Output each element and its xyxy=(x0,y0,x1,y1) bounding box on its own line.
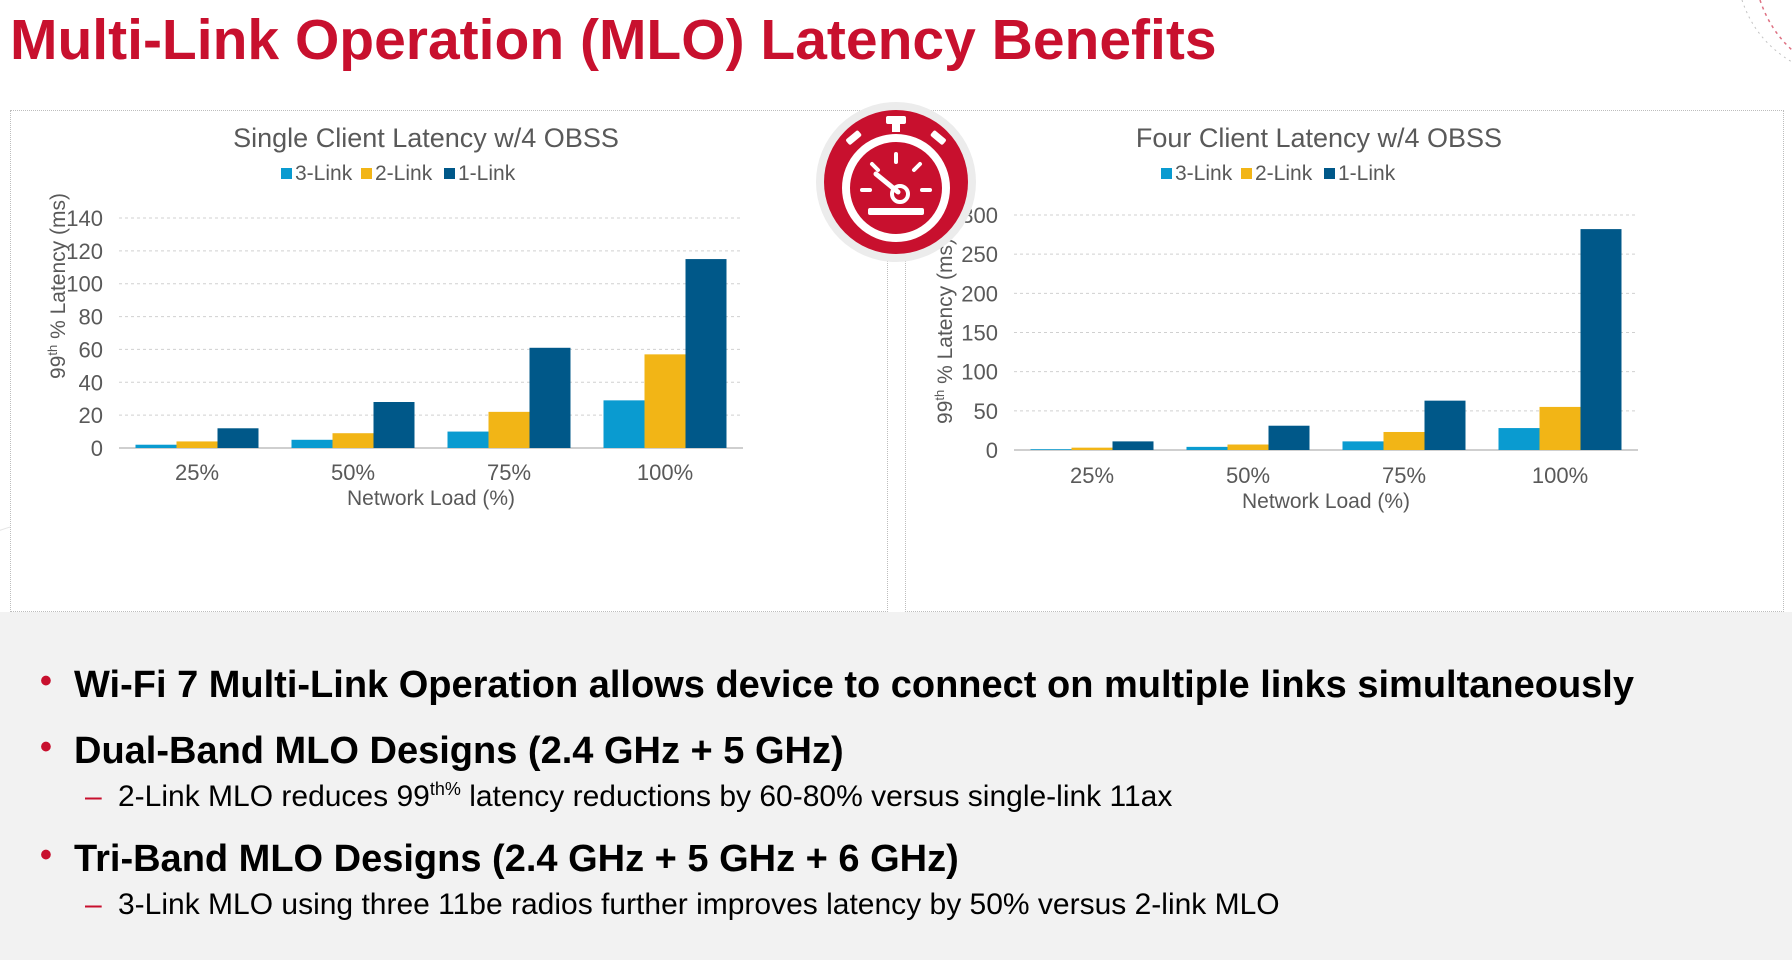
chart-panel-single-client: Single Client Latency w/4 OBSS 3-Link 2-Li… xyxy=(10,110,888,612)
bar-2-link-50pct xyxy=(1227,444,1269,450)
legend-swatch-3-link xyxy=(1161,168,1172,179)
y-axis-label: 99th % Latency (ms) xyxy=(932,238,957,424)
bar-1-link-75pct xyxy=(529,347,571,448)
y-axis-label-number: 99 xyxy=(47,356,70,379)
bar-3-link-100pct xyxy=(603,400,645,448)
bar-1-link-75pct xyxy=(1424,400,1466,450)
chart-title: Four Client Latency w/4 OBSS xyxy=(1136,123,1502,153)
bar-3-link-75pct xyxy=(1342,441,1384,450)
y-tick-label: 200 xyxy=(961,281,998,306)
y-tick-label: 0 xyxy=(91,436,103,461)
legend-swatch-3-link xyxy=(281,168,292,179)
bar-2-link-75pct xyxy=(488,411,530,448)
subbullet-2-link: 2-Link MLO reduces 99th% latency reducti… xyxy=(85,779,1173,814)
y-tick-label: 60 xyxy=(79,337,103,362)
y-axis-label-number: 99 xyxy=(934,401,957,424)
y-tick-label: 40 xyxy=(79,370,103,395)
x-category-label: 75% xyxy=(487,460,531,485)
x-category-label: 100% xyxy=(637,460,693,485)
bar-3-link-25pct xyxy=(135,444,177,448)
bullet-mlo-overview: Wi-Fi 7 Multi-Link Operation allows devi… xyxy=(40,662,1634,707)
x-category-label: 100% xyxy=(1532,463,1588,488)
x-category-label: 75% xyxy=(1382,463,1426,488)
four-client-latency-chart: Four Client Latency w/4 OBSS 3-Link 2-Link… xyxy=(932,123,1638,513)
page-title: Multi-Link Operation (MLO) Latency Benef… xyxy=(10,8,1217,72)
y-tick-label: 150 xyxy=(961,321,998,346)
legend-label-1-link: 1-Link xyxy=(1338,162,1396,185)
bar-2-link-25pct xyxy=(1071,447,1113,450)
bar-2-link-50pct xyxy=(332,433,374,448)
y-axis-label-sup: th xyxy=(45,345,60,356)
y-axis-label-text: % Latency (ms) xyxy=(934,238,957,390)
y-tick-label: 50 xyxy=(974,399,998,424)
x-category-label: 25% xyxy=(175,460,219,485)
y-tick-label: 20 xyxy=(79,403,103,428)
x-category-label: 50% xyxy=(331,460,375,485)
legend-swatch-1-link xyxy=(1324,168,1335,179)
legend-label-1-link: 1-Link xyxy=(458,162,516,185)
bar-2-link-100pct xyxy=(1539,406,1581,450)
x-category-label: 50% xyxy=(1226,463,1270,488)
legend-swatch-2-link xyxy=(361,168,372,179)
x-axis-label: Network Load (%) xyxy=(347,487,515,510)
y-tick-label: 100 xyxy=(66,272,103,297)
single-client-latency-chart: Single Client Latency w/4 OBSS 3-Link 2-Li… xyxy=(45,123,743,510)
bar-2-link-100pct xyxy=(644,354,686,448)
bullet-dual-band: Dual-Band MLO Designs (2.4 GHz + 5 GHz) xyxy=(40,728,844,773)
bar-3-link-100pct xyxy=(1498,428,1540,450)
bar-3-link-25pct xyxy=(1030,449,1072,450)
bar-1-link-25pct xyxy=(217,428,259,448)
subbullet-2-link-sup: th% xyxy=(429,779,461,799)
y-axis-label: 99th % Latency (ms) xyxy=(45,193,70,379)
x-axis-label: Network Load (%) xyxy=(1242,490,1410,513)
subbullet-2-link-pre: 2-Link MLO reduces 99 xyxy=(118,780,430,813)
stopwatch-speedometer-icon xyxy=(816,102,976,262)
y-tick-label: 0 xyxy=(986,438,998,463)
bar-3-link-50pct xyxy=(1186,446,1228,450)
bar-1-link-50pct xyxy=(1268,425,1310,450)
legend-swatch-2-link xyxy=(1241,168,1252,179)
y-axis-label-sup: th xyxy=(932,390,947,401)
chart-title: Single Client Latency w/4 OBSS xyxy=(233,123,619,153)
y-tick-label: 120 xyxy=(66,239,103,264)
y-tick-label: 140 xyxy=(66,206,103,231)
bar-1-link-100pct xyxy=(1580,229,1622,450)
y-axis-label-text: % Latency (ms) xyxy=(47,193,70,345)
legend-label-3-link: 3-Link xyxy=(295,162,353,185)
bar-2-link-25pct xyxy=(176,441,218,448)
subbullet-2-link-post: latency reductions by 60-80% versus sing… xyxy=(460,780,1173,813)
legend-label-3-link: 3-Link xyxy=(1175,162,1233,185)
bar-3-link-50pct xyxy=(291,439,333,448)
x-category-label: 25% xyxy=(1070,463,1114,488)
y-tick-label: 250 xyxy=(961,242,998,267)
bar-1-link-100pct xyxy=(685,259,727,448)
subbullet-3-link: 3-Link MLO using three 11be radios furth… xyxy=(85,888,1280,922)
legend-label-2-link: 2-Link xyxy=(375,162,433,185)
bullet-tri-band: Tri-Band MLO Designs (2.4 GHz + 5 GHz + … xyxy=(40,836,959,881)
bar-3-link-75pct xyxy=(447,431,489,448)
bar-2-link-75pct xyxy=(1383,431,1425,450)
y-tick-label: 100 xyxy=(961,360,998,385)
bar-1-link-50pct xyxy=(373,402,415,448)
legend-label-2-link: 2-Link xyxy=(1255,162,1313,185)
chart-panel-four-client: Four Client Latency w/4 OBSS 3-Link 2-Link… xyxy=(905,110,1784,612)
legend-swatch-1-link xyxy=(444,168,455,179)
bar-1-link-25pct xyxy=(1112,441,1154,450)
y-tick-label: 80 xyxy=(79,305,103,330)
bullet-section: Wi-Fi 7 Multi-Link Operation allows devi… xyxy=(0,612,1792,960)
